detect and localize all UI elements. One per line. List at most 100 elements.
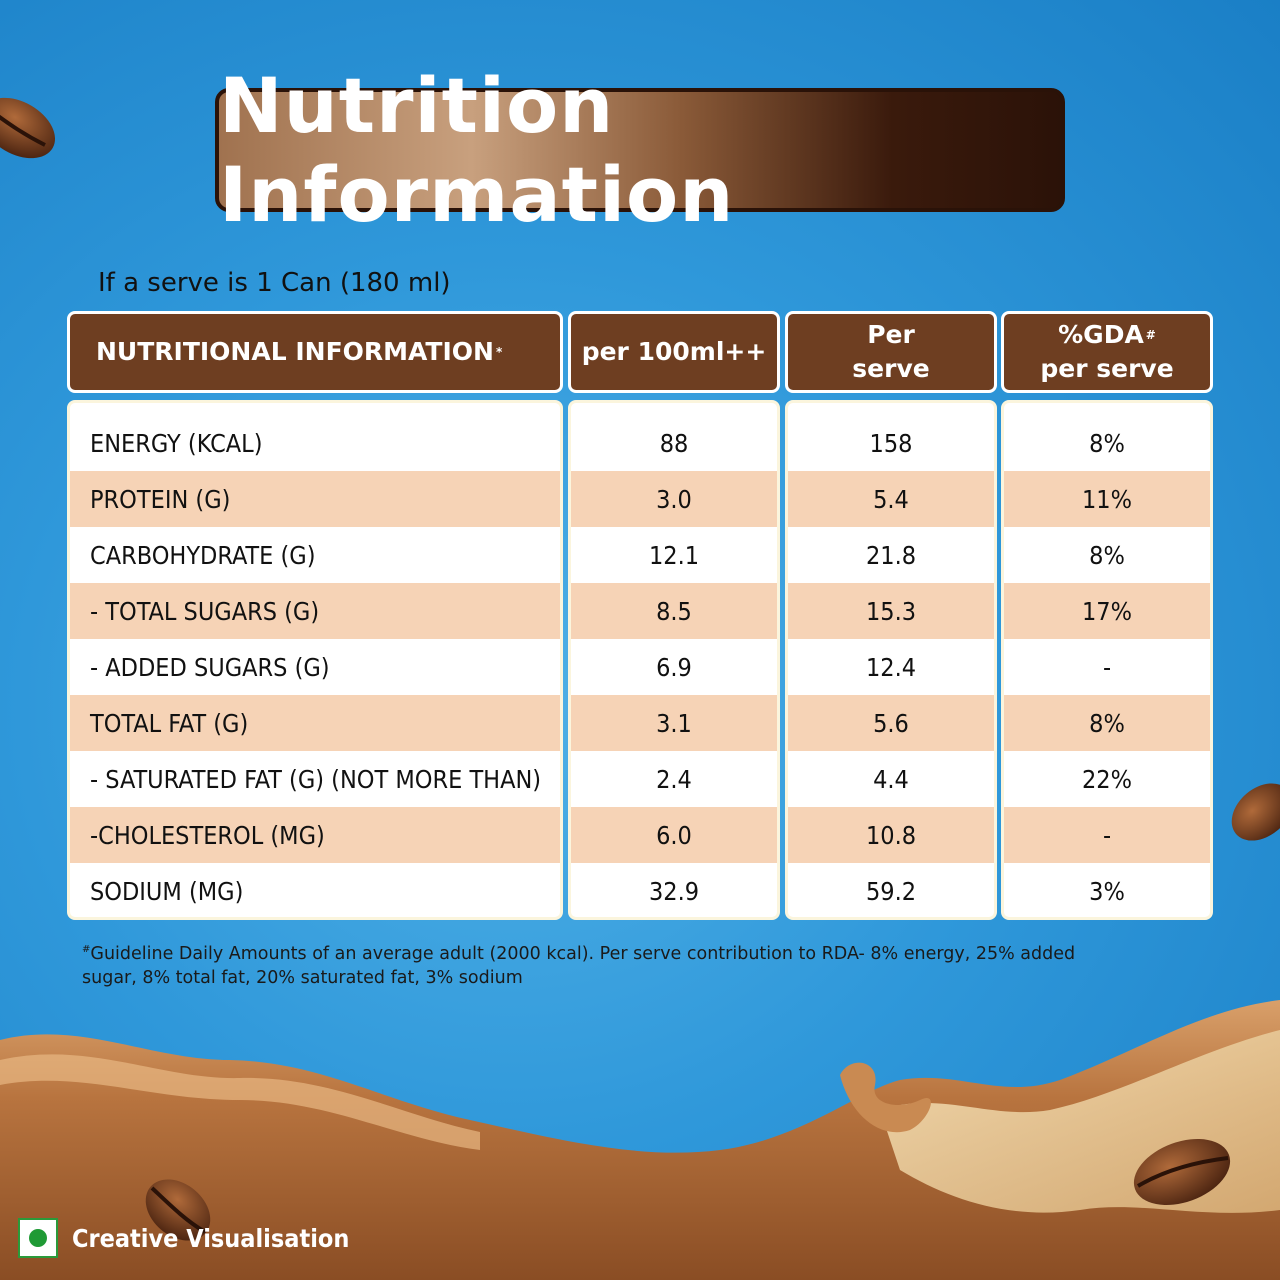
table-row: -	[1004, 639, 1210, 695]
table-row: 3%	[1004, 863, 1210, 917]
gda-value: 22%	[1082, 764, 1132, 794]
table-row: 32.9	[571, 863, 777, 917]
table-row: 22%	[1004, 751, 1210, 807]
table-row: 3.0	[571, 471, 777, 527]
table-row: 6.0	[571, 807, 777, 863]
coffee-bean-top-left	[0, 97, 56, 159]
coffee-bean-bottom-right	[1133, 1139, 1231, 1205]
table-row: - TOTAL SUGARS (G)	[70, 583, 560, 639]
table-row: SODIUM (MG)	[70, 863, 560, 917]
gda-value: -	[1102, 820, 1112, 850]
table-row: 11%	[1004, 471, 1210, 527]
per-serve-value: 4.4	[873, 764, 909, 794]
table-row: - ADDED SUGARS (G)	[70, 639, 560, 695]
table-row: 15.3	[788, 583, 994, 639]
table-row: 17%	[1004, 583, 1210, 639]
table-row: 12.1	[571, 527, 777, 583]
table-row: 8.5	[571, 583, 777, 639]
serve-size-note: If a serve is 1 Can (180 ml)	[98, 268, 451, 298]
gda-value: 3%	[1089, 876, 1125, 906]
gda-value: -	[1102, 652, 1112, 682]
table-row: -CHOLESTEROL (MG)	[70, 807, 560, 863]
header-label: NUTRITIONAL INFORMATION	[96, 337, 494, 366]
footnote-text: Guideline Daily Amounts of an average ad…	[82, 943, 1076, 988]
per-100ml-value: 3.0	[656, 484, 692, 514]
gda-value: 17%	[1082, 596, 1132, 626]
nutrient-label: TOTAL FAT (G)	[90, 708, 249, 738]
table-row: 158	[788, 415, 994, 471]
creative-visualisation-label: Creative Visualisation	[72, 1224, 350, 1253]
table-row: 8%	[1004, 695, 1210, 751]
table-row: CARBOHYDRATE (G)	[70, 527, 560, 583]
table-row: 3.1	[571, 695, 777, 751]
per-100ml-value: 6.9	[656, 652, 692, 682]
per-serve-value: 10.8	[865, 820, 917, 850]
header-per-serve: Per serve	[785, 311, 997, 393]
gda-value: 8%	[1089, 540, 1125, 570]
column-gda: 8% 11% 8% 17% - 8% 22% - 3%	[1001, 400, 1213, 920]
per-serve-value: 15.3	[865, 596, 917, 626]
header-gda-per-serve: %GDA # per serve	[1001, 311, 1213, 393]
header-label-line1: Per	[867, 320, 915, 349]
table-row: 2.4	[571, 751, 777, 807]
table-row: - SATURATED FAT (G) (NOT MORE THAN)	[70, 751, 560, 807]
per-serve-value: 21.8	[865, 540, 917, 570]
header-asterisk: *	[495, 345, 503, 359]
header-hash: #	[1145, 328, 1156, 342]
per-serve-value: 59.2	[865, 876, 917, 906]
table-row: 12.4	[788, 639, 994, 695]
header-label-line2: serve	[852, 354, 930, 383]
nutrient-label: CARBOHYDRATE (G)	[90, 540, 316, 570]
nutrient-label: - SATURATED FAT (G) (NOT MORE THAN)	[90, 764, 542, 794]
per-serve-value: 5.4	[873, 484, 909, 514]
per-100ml-value: 12.1	[648, 540, 700, 570]
footnote-hash: #	[82, 944, 91, 955]
table-row: -	[1004, 807, 1210, 863]
per-serve-value: 5.6	[873, 708, 909, 738]
gda-value: 11%	[1082, 484, 1132, 514]
table-row: 6.9	[571, 639, 777, 695]
table-row: ENERGY (KCAL)	[70, 415, 560, 471]
table-row: 10.8	[788, 807, 994, 863]
table-row: 88	[571, 415, 777, 471]
nutrient-label: SODIUM (MG)	[90, 876, 244, 906]
coffee-bean-bottom-left	[145, 1179, 211, 1241]
per-serve-value: 12.4	[865, 652, 917, 682]
per-100ml-value: 3.1	[656, 708, 692, 738]
nutrient-label: ENERGY (KCAL)	[90, 428, 263, 458]
gda-value: 8%	[1089, 708, 1125, 738]
header-nutritional-information: NUTRITIONAL INFORMATION *	[67, 311, 563, 393]
vegetarian-mark-icon	[18, 1218, 58, 1258]
per-100ml-value: 6.0	[656, 820, 692, 850]
nutrient-label: - TOTAL SUGARS (G)	[90, 596, 320, 626]
table-row: 8%	[1004, 415, 1210, 471]
header-label-line1: %GDA	[1058, 320, 1144, 349]
gda-value: 8%	[1089, 428, 1125, 458]
table-row: TOTAL FAT (G)	[70, 695, 560, 751]
coffee-bean-right	[1231, 783, 1280, 841]
table-row: 8%	[1004, 527, 1210, 583]
table-row: PROTEIN (G)	[70, 471, 560, 527]
nutrient-label: -CHOLESTEROL (MG)	[90, 820, 325, 850]
page-title: Nutrition Information	[219, 61, 735, 239]
per-100ml-value: 32.9	[648, 876, 700, 906]
per-serve-value: 158	[869, 428, 913, 458]
header-label-line2: per serve	[1040, 354, 1174, 383]
nutrient-label: PROTEIN (G)	[90, 484, 231, 514]
header-per-100ml: per 100ml++	[568, 311, 780, 393]
header-label: per 100ml++	[581, 337, 767, 366]
table-row: 5.4	[788, 471, 994, 527]
per-100ml-value: 8.5	[656, 596, 692, 626]
column-per-100ml: 88 3.0 12.1 8.5 6.9 3.1 2.4 6.0 32.9	[568, 400, 780, 920]
table-row: 4.4	[788, 751, 994, 807]
title-banner: Nutrition Information	[215, 61, 1065, 239]
per-100ml-value: 88	[659, 428, 689, 458]
column-nutrients: ENERGY (KCAL) PROTEIN (G) CARBOHYDRATE (G)…	[67, 400, 563, 920]
gda-footnote: #Guideline Daily Amounts of an average a…	[82, 938, 1102, 990]
nutrient-label: - ADDED SUGARS (G)	[90, 652, 330, 682]
per-100ml-value: 2.4	[656, 764, 692, 794]
table-row: 59.2	[788, 863, 994, 917]
table-row: 5.6	[788, 695, 994, 751]
table-row: 21.8	[788, 527, 994, 583]
